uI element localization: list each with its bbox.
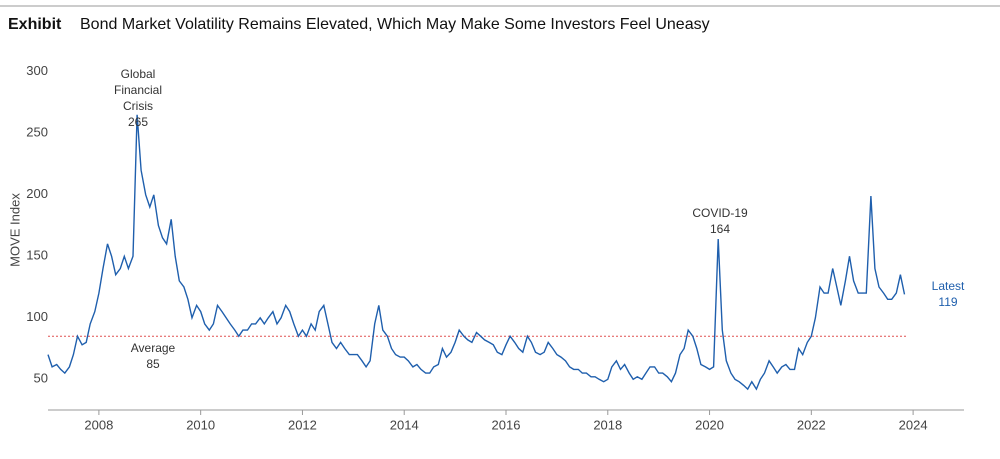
y-tick-label: 300 xyxy=(26,63,48,78)
y-axis-label: MOVE Index xyxy=(7,193,22,267)
x-tick-label: 2014 xyxy=(390,417,419,432)
series-line xyxy=(47,114,906,391)
y-tick-label: 50 xyxy=(34,371,48,386)
chart-title: Bond Market Volatility Remains Elevated,… xyxy=(80,16,710,33)
y-tick-label: 100 xyxy=(26,309,48,324)
annotation: Latest 119 xyxy=(893,278,1000,310)
x-tick-label: 2022 xyxy=(797,417,826,432)
annotation-text: 164 xyxy=(709,222,731,236)
y-tick-label: 250 xyxy=(26,125,48,140)
annotation-text: Latest xyxy=(931,279,965,293)
x-tick-label: 2018 xyxy=(593,417,622,432)
annotation-text: 85 xyxy=(146,357,160,371)
x-tick-label: 2016 xyxy=(492,417,521,432)
y-tick-label: 150 xyxy=(26,248,48,263)
x-tick-label: 2010 xyxy=(186,417,215,432)
annotation: Global Financial Crisis 265 xyxy=(98,66,178,130)
annotation-text: Global Financial Crisis xyxy=(113,67,163,113)
x-tick-label: 2012 xyxy=(288,417,317,432)
exhibit-label: Exhibit xyxy=(8,16,62,33)
annotation-text: 119 xyxy=(938,295,958,309)
y-tick-label: 200 xyxy=(26,186,48,201)
annotation: Average 85 xyxy=(98,340,208,372)
x-tick-label: 2024 xyxy=(899,417,928,432)
x-tick-label: 2008 xyxy=(84,417,113,432)
annotation-text: COVID-19 xyxy=(692,206,748,220)
annotation-text: Average xyxy=(130,341,176,355)
annotation-text: 265 xyxy=(127,115,149,129)
x-tick-label: 2020 xyxy=(695,417,724,432)
annotation: COVID-19 164 xyxy=(665,205,775,237)
